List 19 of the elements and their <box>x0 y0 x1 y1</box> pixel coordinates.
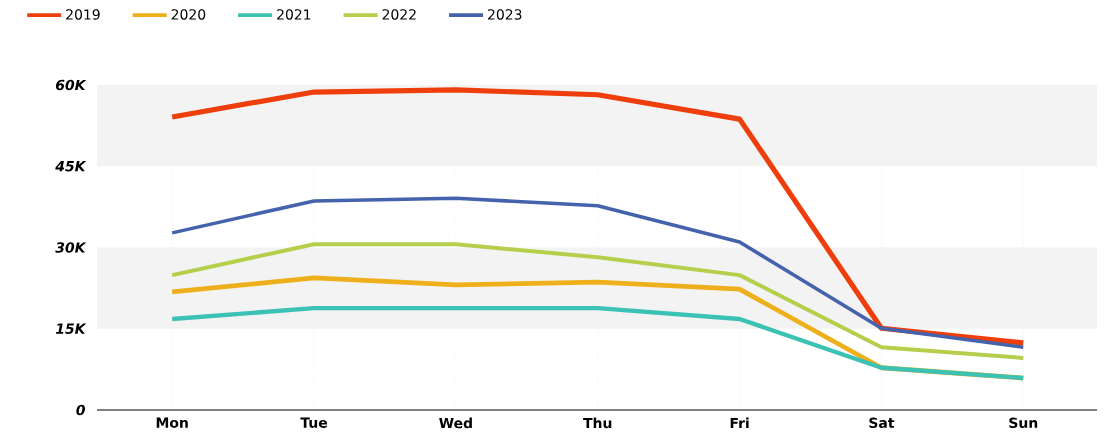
legend-label: 2023 <box>488 9 522 20</box>
line-series <box>170 196 1026 349</box>
legend-label: 2019 <box>66 9 100 20</box>
legend-label: 2020 <box>171 9 206 20</box>
x-tick-label: Tue <box>300 417 328 428</box>
line-series <box>170 242 1026 360</box>
x-tick-label: Mon <box>156 417 188 428</box>
x-tick-label: Fri <box>730 417 749 429</box>
y-tick-label: 45K <box>55 161 87 172</box>
y-tick-label: 0 <box>76 404 85 416</box>
legend-label: 2021 <box>277 9 311 20</box>
legend-label: 2022 <box>382 9 416 20</box>
x-tick-label: Sat <box>869 417 895 429</box>
x-tick-label: Thu <box>583 417 612 429</box>
y-tick-label: 60K <box>55 79 87 91</box>
x-tick-label: Sun <box>1009 417 1038 429</box>
y-tick-label: 30K <box>55 242 87 253</box>
x-tick-label: Wed <box>439 417 472 429</box>
y-tick-label: 15K <box>55 323 87 334</box>
